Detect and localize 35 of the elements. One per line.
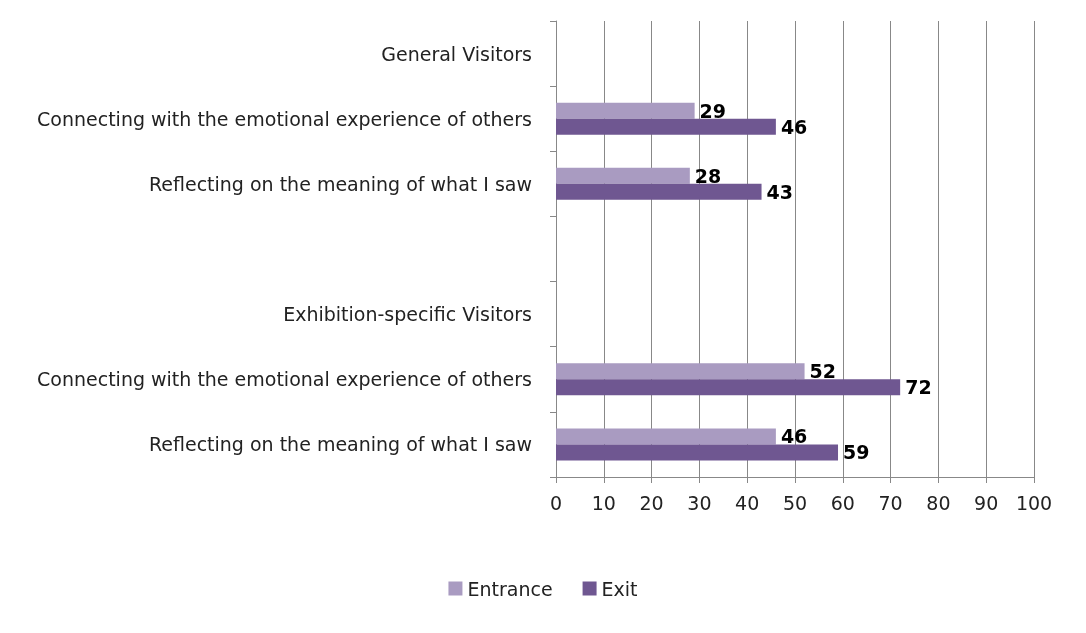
y-tick-label: Connecting with the emotional experience of others xyxy=(37,107,532,130)
y-tick-label: Connecting with the emotional experience of others xyxy=(37,368,532,391)
data-label: 28 xyxy=(694,164,722,187)
x-tick-label: 50 xyxy=(782,491,808,514)
x-tick-label: 90 xyxy=(974,491,999,514)
data-label: 52 xyxy=(809,360,837,383)
bar xyxy=(556,428,776,445)
bar xyxy=(556,118,776,135)
x-tick-label: 30 xyxy=(687,491,712,514)
y-tick-label: Exhibition-specific Visitors xyxy=(283,303,532,326)
x-tick-label: 20 xyxy=(639,491,664,514)
data-label: 59 xyxy=(843,441,870,464)
bar xyxy=(556,183,762,200)
x-tick-label: 100 xyxy=(1015,491,1053,514)
legend-label: Entrance xyxy=(467,577,553,600)
x-tick-label: 10 xyxy=(591,491,616,514)
bar xyxy=(556,379,901,396)
data-label: 29 xyxy=(699,99,727,122)
y-tick-label: Reflecting on the meaning of what I saw xyxy=(148,172,532,195)
y-tick-label: Reflecting on the meaning of what I saw xyxy=(148,433,532,456)
y-tick-label: General Visitors xyxy=(381,42,532,65)
data-label: 43 xyxy=(766,180,793,203)
bar xyxy=(556,363,805,380)
legend-label: Exit xyxy=(601,577,638,600)
bar xyxy=(556,167,690,184)
bar xyxy=(556,102,695,119)
bar xyxy=(556,444,839,461)
x-tick-label: 80 xyxy=(926,491,951,514)
data-label: 46 xyxy=(780,115,808,138)
x-tick-label: 40 xyxy=(735,491,760,514)
x-tick-label: 0 xyxy=(549,491,563,514)
data-label: 72 xyxy=(905,376,932,399)
x-tick-label: 70 xyxy=(878,491,903,514)
x-tick-label: 60 xyxy=(830,491,855,514)
data-label: 46 xyxy=(780,425,808,448)
